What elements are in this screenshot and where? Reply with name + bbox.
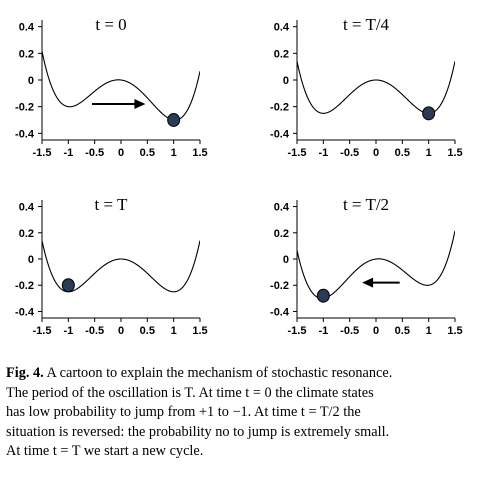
y-tick-label: 0.4 xyxy=(19,202,35,214)
x-tick-label: 1 xyxy=(171,147,177,159)
transition-arrow-head xyxy=(362,277,374,288)
x-tick-label: -1 xyxy=(318,147,328,159)
x-tick-label: -1.5 xyxy=(33,325,52,337)
x-tick-label: 0.5 xyxy=(140,325,155,337)
x-tick-label: -0.5 xyxy=(85,147,104,159)
x-tick-label: -1.5 xyxy=(288,325,307,337)
panel-time-label: t = T xyxy=(95,195,129,214)
y-tick-label: 0 xyxy=(283,254,289,266)
transition-arrow-head xyxy=(134,99,146,109)
state-ball xyxy=(422,106,436,121)
x-tick-label: -0.5 xyxy=(340,147,359,159)
y-tick-label: -0.4 xyxy=(270,306,290,318)
y-tick-label: 0.4 xyxy=(274,22,290,34)
panel-time-label: t = T/2 xyxy=(343,195,389,214)
x-tick-label: 1.5 xyxy=(192,147,207,159)
x-tick-label: 0 xyxy=(373,147,379,159)
panel-time-label: t = 0 xyxy=(95,15,126,34)
x-tick-label: -1 xyxy=(63,147,73,159)
figure-caption: Fig. 4. A cartoon to explain the mechani… xyxy=(6,364,472,462)
chart-panel-4: -1.5 -1 -0.5 0 0.5 1 1.5 0.4 0.2 0 -0.2 -0.4 t = T/2 xyxy=(270,195,463,337)
y-tick-label: 0.2 xyxy=(19,48,34,60)
y-tick-label: 0.4 xyxy=(19,22,35,34)
y-tick-label: -0.4 xyxy=(270,128,290,140)
x-tick-label: -1 xyxy=(63,325,73,337)
x-tick-label: 1.5 xyxy=(192,325,207,337)
potential-curve xyxy=(42,51,200,121)
x-tick-label: -1 xyxy=(318,325,328,337)
figure-panels: -1.5 -1 -0.5 0 0.5 1 1.50.40.20-0.2-0.4t = 0-1… xyxy=(15,15,463,337)
chart-panel-2: -1.5 -1 -0.5 0 0.5 1 1.5 0.4 0.2 0 -0.2 -0.4 t = T/4 xyxy=(270,15,463,159)
caption-line-4: situation is reversed: the probability n… xyxy=(6,423,390,440)
y-tick-label: -0.2 xyxy=(15,102,34,114)
x-tick-label: -1.5 xyxy=(33,147,52,159)
x-tick-label: -0.5 xyxy=(85,325,104,337)
x-tick-label: 1.5 xyxy=(447,325,462,337)
y-tick-label: -0.4 xyxy=(15,306,35,318)
x-tick-label: 0 xyxy=(373,325,379,337)
y-tick-label: 0.2 xyxy=(274,228,289,240)
chart-panel-3: -1.5 -1 -0.5 0 0.5 1 1.5 0.4 0.2 0 -0.2 -0.4 t = T xyxy=(15,195,208,337)
y-tick-label: -0.2 xyxy=(270,102,289,114)
x-tick-label: 0 xyxy=(118,147,124,159)
caption-line-1-text: A cartoon to explain the mechanism of st… xyxy=(43,365,393,381)
y-tick-label: 0 xyxy=(283,75,289,87)
y-tick-label: 0.2 xyxy=(274,48,289,60)
x-tick-label: -0.5 xyxy=(340,325,359,337)
caption-line-1: Fig. 4. A cartoon to explain the mechani… xyxy=(6,364,472,384)
caption-line-2: The period of the oscillation is T. At t… xyxy=(6,384,374,401)
y-tick-label: 0.2 xyxy=(19,228,34,240)
caption-line-3: has low probability to jump from +1 to −… xyxy=(6,404,361,421)
y-tick-label: 0.4 xyxy=(274,202,290,214)
x-tick-label: 0.5 xyxy=(140,147,155,159)
x-tick-label: 1 xyxy=(426,325,432,337)
x-tick-label: 0 xyxy=(118,325,124,337)
x-tick-label: 1 xyxy=(171,325,177,337)
x-tick-label: 1 xyxy=(426,147,432,159)
y-tick-label: 0 xyxy=(28,75,34,87)
state-ball xyxy=(316,288,330,303)
state-ball xyxy=(61,278,75,293)
caption-line-5: At time t = T we start a new cycle. xyxy=(6,443,204,460)
y-tick-label: -0.4 xyxy=(15,128,35,140)
x-tick-label: 1.5 xyxy=(447,147,462,159)
state-ball xyxy=(167,113,181,127)
y-tick-label: -0.2 xyxy=(270,280,289,292)
potential-curve xyxy=(297,61,455,114)
x-tick-label: 0.5 xyxy=(395,147,410,159)
y-tick-label: -0.2 xyxy=(15,280,34,292)
panel-time-label: t = T/4 xyxy=(343,15,390,34)
potential-curve xyxy=(297,230,455,299)
x-tick-label: 0.5 xyxy=(395,325,410,337)
caption-fig-label: Fig. 4. xyxy=(6,365,44,381)
chart-panel-1: -1.5 -1 -0.5 0 0.5 1 1.5 0.4 0.2 0 -0.2 -0.4 t = 0 xyxy=(15,15,208,159)
y-tick-label: 0 xyxy=(28,254,34,266)
x-tick-label: -1.5 xyxy=(288,147,307,159)
